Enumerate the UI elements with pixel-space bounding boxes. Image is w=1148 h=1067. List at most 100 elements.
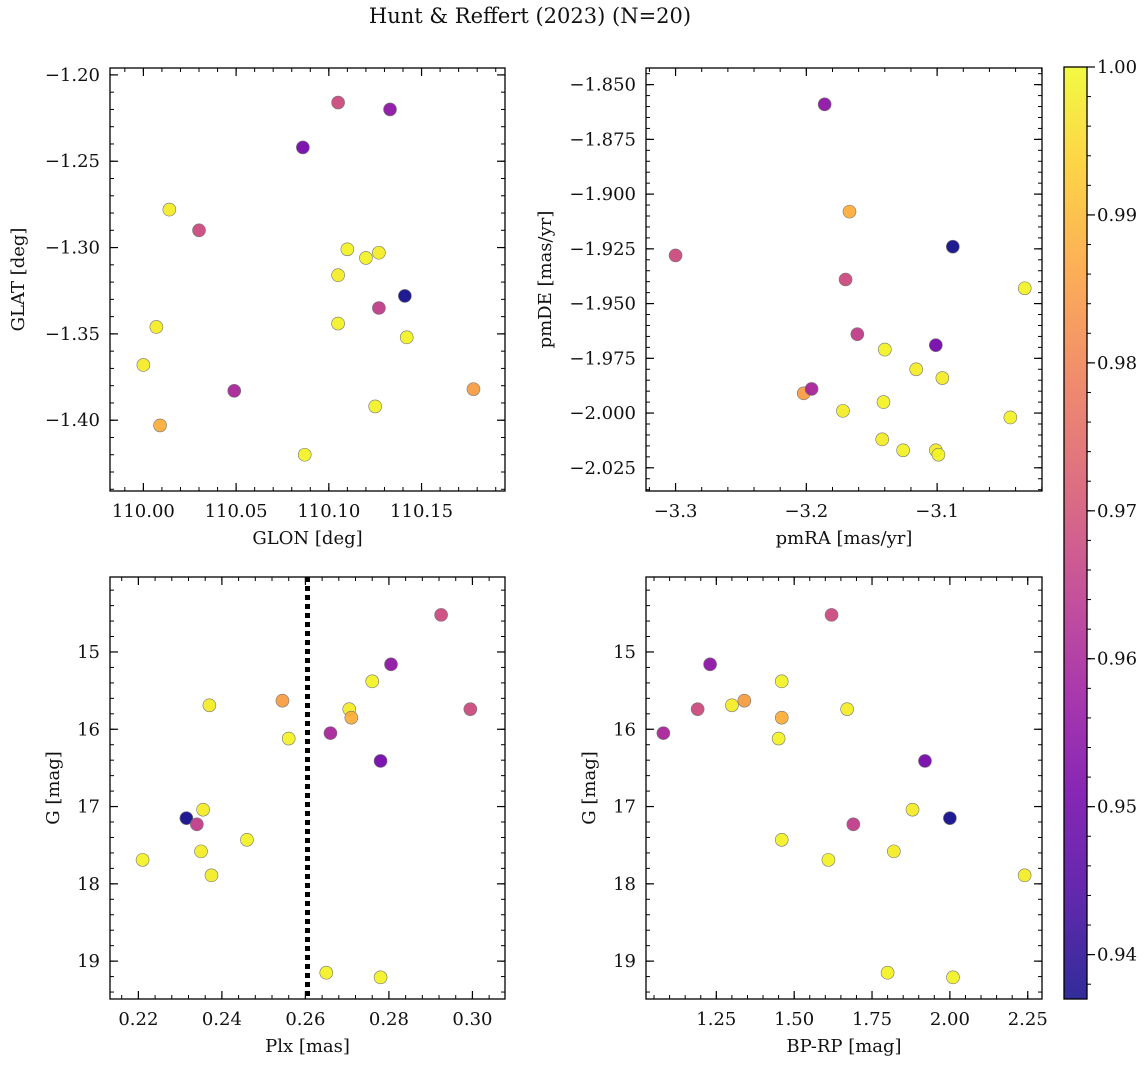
- data-points: [668, 97, 1032, 462]
- data-point: [373, 754, 388, 768]
- data-point: [275, 693, 290, 708]
- data-point: [846, 817, 861, 832]
- x-tick-label: −3.3: [654, 501, 698, 522]
- data-point: [204, 868, 219, 883]
- data-point: [373, 970, 388, 985]
- x-tick-label: −3.1: [915, 501, 959, 522]
- data-point: [821, 853, 836, 867]
- data-point: [824, 608, 839, 622]
- data-point: [880, 965, 895, 980]
- y-tick-label: 15: [613, 642, 636, 663]
- y-tick-label: −2.025: [569, 458, 636, 479]
- data-point: [281, 731, 296, 746]
- data-point: [384, 657, 398, 672]
- figure-title: Hunt & Reffert (2023) (N=20): [368, 4, 692, 28]
- y-tick-label: −1.925: [569, 239, 636, 260]
- x-tick-label: 2.25: [1008, 1009, 1048, 1030]
- y-tick-label: 18: [613, 874, 636, 895]
- colorbar: 0.94 0.95 0.96 0.97 0.98 0.99 1.00: [1063, 57, 1137, 1000]
- colorbar-tick-label: 0.94: [1097, 945, 1137, 966]
- colorbar-tick-label: 1.00: [1097, 57, 1137, 78]
- scatter-panel-top-left: 110.00 110.05 110.10 110.15 −1.20 −1.25 −1.30 −…: [8, 65, 506, 549]
- y-tick-label: −2.000: [569, 403, 636, 424]
- axes-frame: [109, 576, 506, 1000]
- data-point: [194, 844, 208, 859]
- colorbar-frame: [1063, 66, 1088, 1000]
- x-tick-label: −3.2: [784, 501, 828, 522]
- data-point: [190, 817, 204, 832]
- y-tick-label: −1.20: [45, 65, 100, 86]
- x-axis-label: pmRA [mas/yr]: [776, 528, 913, 549]
- data-point: [344, 710, 359, 725]
- y-tick-label: −1.950: [569, 294, 636, 315]
- data-point: [202, 698, 217, 713]
- data-point: [690, 702, 705, 716]
- data-point: [931, 447, 946, 462]
- data-point: [331, 268, 345, 282]
- colorbar-tick-label: 0.98: [1097, 353, 1137, 374]
- data-point: [383, 102, 397, 117]
- y-axis-label: G [mag]: [43, 751, 64, 824]
- data-point: [725, 698, 739, 713]
- y-tick-label: −1.30: [45, 238, 100, 259]
- data-point: [196, 802, 210, 817]
- x-tick-label: 0.28: [369, 1009, 409, 1030]
- data-point: [876, 395, 891, 409]
- y-tick-label: 17: [77, 797, 100, 818]
- y-tick-label: −1.35: [45, 324, 100, 345]
- y-tick-label: 15: [77, 642, 100, 663]
- data-point: [946, 970, 960, 985]
- data-point: [896, 443, 910, 458]
- data-point: [804, 382, 819, 396]
- data-point: [153, 418, 167, 433]
- data-point: [875, 432, 889, 447]
- axes-frame: [645, 576, 1043, 1000]
- data-point: [331, 316, 345, 331]
- x-tick-label: 0.26: [285, 1009, 325, 1030]
- x-tick-label: 110.15: [390, 501, 453, 522]
- y-tick-label: 16: [613, 719, 636, 740]
- x-tick-label: 1.25: [696, 1009, 736, 1030]
- data-point: [946, 239, 960, 254]
- data-point: [935, 371, 950, 385]
- data-point: [838, 272, 853, 287]
- x-tick-label: 0.22: [118, 1009, 158, 1030]
- data-point: [368, 399, 382, 414]
- x-tick-label: 1.50: [774, 1009, 814, 1030]
- data-point: [668, 248, 683, 263]
- colorbar-gradient: [1064, 67, 1087, 999]
- data-point: [909, 362, 923, 377]
- data-point: [359, 251, 373, 265]
- data-point: [240, 832, 254, 847]
- data-point: [323, 726, 338, 740]
- data-point: [319, 965, 334, 980]
- y-tick-label: 17: [613, 797, 636, 818]
- y-tick-label: 19: [613, 951, 636, 972]
- data-points: [136, 95, 481, 462]
- axes-frame: [645, 67, 1043, 492]
- data-point: [398, 289, 412, 303]
- data-point: [297, 447, 312, 462]
- data-point: [737, 693, 752, 708]
- axes-frame: [109, 67, 506, 492]
- data-point: [943, 811, 957, 825]
- x-tick-label: 110.00: [112, 501, 175, 522]
- data-point: [918, 754, 932, 768]
- data-point: [179, 811, 194, 825]
- data-point: [771, 731, 786, 746]
- x-axis-label: Plx [mas]: [265, 1036, 350, 1057]
- y-tick-label: −1.900: [569, 184, 636, 205]
- data-point: [905, 802, 920, 817]
- scatter-panel-bottom-left: 0.22 0.24 0.26 0.28 0.30 15 16 17 18 19 Plx [mas] G…: [43, 576, 506, 1057]
- data-point: [192, 223, 206, 238]
- x-axis-label: BP-RP [mag]: [786, 1036, 901, 1057]
- x-tick-label: 0.30: [452, 1009, 492, 1030]
- data-point: [1017, 281, 1032, 296]
- data-point: [149, 320, 164, 334]
- y-tick-label: 19: [77, 951, 100, 972]
- colorbar-tick-label: 0.97: [1097, 501, 1137, 522]
- x-tick-label: 0.24: [202, 1009, 242, 1030]
- scatter-panel-top-right: −3.3 −3.2 −3.1 −1.850 −1.875 −1.900 −1.925 −1.9…: [535, 67, 1043, 549]
- y-tick-label: 18: [77, 874, 100, 895]
